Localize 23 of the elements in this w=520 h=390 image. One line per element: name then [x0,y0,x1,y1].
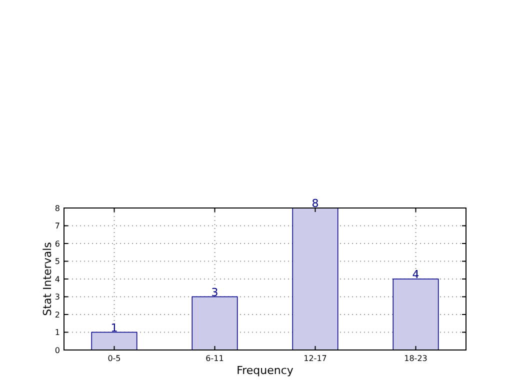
x-axis-title: Frequency [236,364,294,377]
bar [91,332,138,350]
y-tick-label: 8 [54,204,60,213]
data-label: 1 [110,321,118,334]
y-tick-label: 7 [54,222,60,231]
y-tick-label: 1 [54,328,60,338]
y-tick-label: 0 [54,346,60,355]
y-tick-label: 4 [54,274,60,284]
x-tick-label: 12-17 [304,354,327,363]
y-tick-label: 6 [54,239,60,248]
x-tick-label: 0-5 [108,354,121,363]
x-tick-label: 6-11 [206,354,224,363]
data-label: 8 [312,197,319,210]
x-tick-label: 18-23 [404,354,428,363]
data-label: 4 [412,268,420,281]
data-label: 3 [211,286,218,299]
y-tick-label: 5 [54,257,60,266]
y-tick-label: 2 [54,310,60,320]
bar [292,208,338,350]
y-tick-label: 3 [54,292,60,302]
bar [192,296,238,350]
y-axis-title: Stat Intervals [41,242,54,316]
bar [392,278,439,350]
